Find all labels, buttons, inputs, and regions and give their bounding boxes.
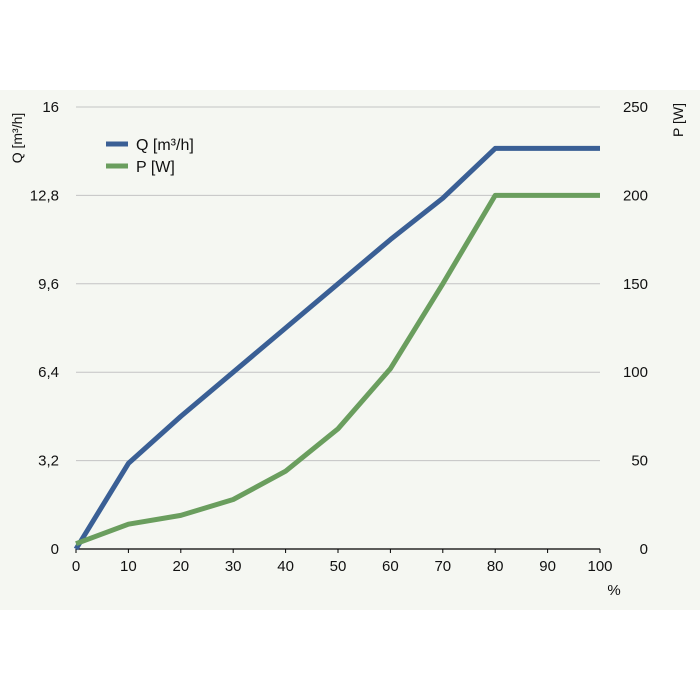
plot-background	[0, 90, 700, 610]
y-axis-left-label: Q [m³/h]	[9, 113, 25, 164]
x-tick-label: 50	[330, 558, 347, 575]
x-tick-label: 80	[487, 558, 504, 575]
y-tick-label-left: 6,4	[38, 364, 59, 381]
y-tick-label-right: 50	[631, 453, 648, 470]
x-tick-label: 10	[120, 558, 137, 575]
series-line-p	[75, 192, 600, 547]
legend-label: P [W]	[136, 159, 175, 176]
y-tick-label-left: 12,8	[30, 187, 59, 204]
y-tick-label-left: 3,2	[38, 453, 59, 470]
x-tick-label: 60	[382, 558, 399, 575]
y-tick-label-left: 16	[42, 99, 59, 116]
y-tick-label-left: 9,6	[38, 276, 59, 293]
y-tick-label-right: 200	[623, 187, 648, 204]
label-layer: Q [m³/h] P [W] %	[9, 103, 686, 599]
x-tick-label: 40	[277, 558, 294, 575]
y-tick-label-right: 150	[623, 276, 648, 293]
y-tick-label-right: 0	[640, 541, 648, 558]
x-axis-label: %	[607, 582, 620, 599]
y-axis-right-label: P [W]	[670, 103, 686, 137]
x-tick-label: 20	[172, 558, 189, 575]
x-tick-label: 70	[434, 558, 451, 575]
x-tick-label: 90	[539, 558, 556, 575]
x-tick-label: 30	[225, 558, 242, 575]
legend-label: Q [m³/h]	[136, 137, 194, 154]
y-tick-label-right: 100	[623, 364, 648, 381]
series-line-q	[73, 145, 600, 551]
x-tick-label: 0	[72, 558, 80, 575]
legend: Q [m³/h] P [W]	[106, 137, 194, 176]
y-tick-label-left: 0	[51, 541, 59, 558]
series-layer	[73, 145, 600, 551]
x-tick-label: 100	[587, 558, 612, 575]
y-tick-label-right: 250	[623, 99, 648, 116]
